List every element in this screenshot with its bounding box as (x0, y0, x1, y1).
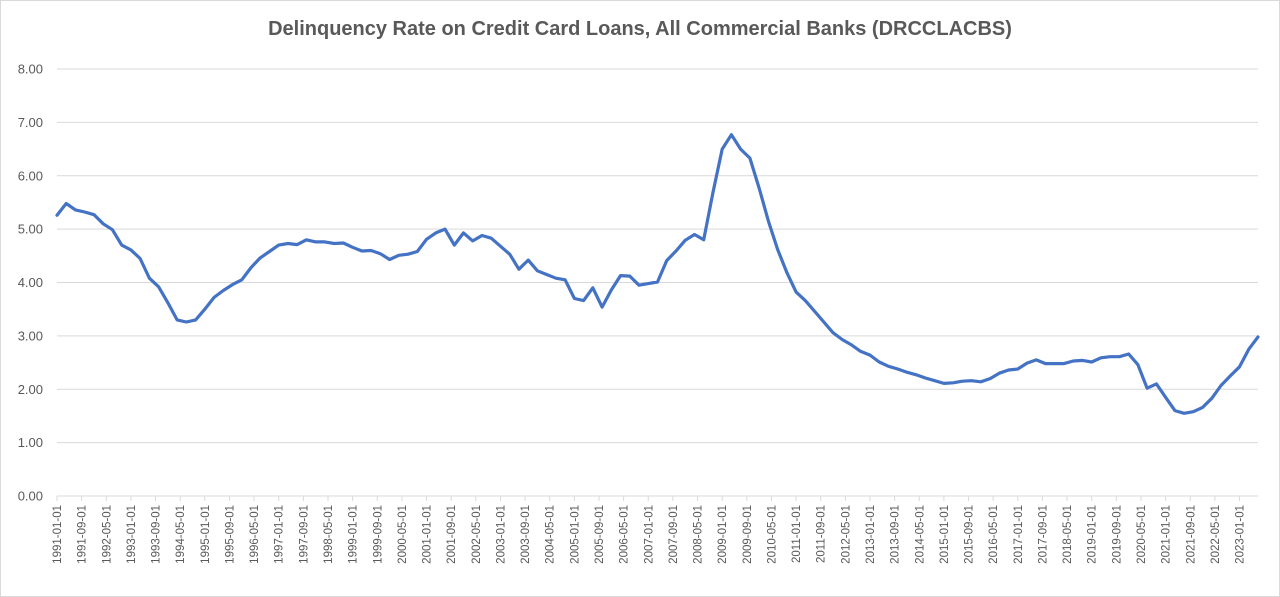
chart-title: Delinquency Rate on Credit Card Loans, A… (268, 18, 1012, 40)
x-tick-label: 2012-05-01 (840, 505, 852, 564)
x-tick-label: 2001-09-01 (446, 505, 458, 564)
x-tick-label: 2013-09-01 (890, 505, 902, 564)
x-tick-label: 2007-01-01 (643, 505, 655, 564)
x-tick-label: 2010-05-01 (766, 505, 778, 564)
y-tick-label: 7.00 (18, 115, 43, 130)
x-tick-label: 2017-09-01 (1037, 505, 1049, 564)
x-tick-label: 2005-09-01 (594, 505, 606, 564)
x-tick-label: 2023-01-01 (1235, 505, 1247, 564)
x-tick-label: 1991-01-01 (52, 505, 64, 564)
x-tick-label: 2009-01-01 (717, 505, 729, 564)
x-tick-label: 2017-01-01 (1013, 505, 1025, 564)
x-tick-label: 2019-09-01 (1111, 505, 1123, 564)
x-tick-label: 1993-01-01 (126, 505, 138, 564)
x-tick-label: 2015-01-01 (939, 505, 951, 564)
x-tick-label: 1992-05-01 (101, 505, 113, 564)
x-tick-label: 2000-05-01 (397, 505, 409, 564)
x-tick-label: 2019-01-01 (1087, 505, 1099, 564)
x-tick-label: 2001-01-01 (422, 505, 434, 564)
x-tick-label: 2002-05-01 (471, 505, 483, 564)
y-axis: 0.00 1.00 2.00 3.00 4.00 5.00 6.00 7.00 8.00 (18, 62, 43, 504)
x-tick-label: 1997-01-01 (274, 505, 286, 564)
x-tick-label: 1999-09-01 (372, 505, 384, 564)
x-tick-label: 2018-05-01 (1062, 505, 1074, 564)
x-tick-label: 2011-01-01 (791, 505, 803, 563)
x-tick-label: 2020-05-01 (1136, 505, 1148, 564)
x-tick-label: 2021-09-01 (1185, 505, 1197, 564)
y-tick-label: 2.00 (18, 382, 43, 397)
x-tick-label: 2015-09-01 (964, 505, 976, 564)
x-tick-label: 1996-05-01 (249, 505, 261, 564)
y-tick-label: 5.00 (18, 222, 43, 237)
delinquency-rate-line (55, 133, 1260, 415)
x-tick-label: 2021-01-01 (1161, 505, 1173, 564)
y-tick-label: 6.00 (18, 168, 43, 183)
x-tick-label: 2003-01-01 (495, 505, 507, 564)
x-tick-label: 2022-05-01 (1210, 505, 1222, 564)
x-axis: 1991-01-01 1991-09-01 1992-05-01 1993-01-01… (52, 496, 1247, 564)
y-tick-label: 0.00 (18, 489, 43, 504)
y-tick-label: 4.00 (18, 275, 43, 290)
x-tick-label: 2006-05-01 (619, 505, 631, 564)
x-tick-label: 2013-01-01 (865, 505, 877, 564)
gridlines (57, 68, 1258, 497)
y-tick-label: 3.00 (18, 328, 43, 343)
x-tick-label: 2016-05-01 (988, 505, 1000, 564)
x-tick-label: 2008-05-01 (693, 505, 705, 564)
x-tick-label: 2007-09-01 (668, 505, 680, 564)
x-tick-label: 2004-05-01 (545, 505, 557, 564)
x-tick-label: 1995-09-01 (224, 505, 236, 564)
x-tick-label: 2011-09-01 (816, 505, 828, 563)
x-tick-label: 1994-05-01 (175, 505, 187, 564)
x-tick-label: 1998-05-01 (323, 505, 335, 564)
x-tick-label: 1993-09-01 (151, 505, 163, 564)
x-tick-label: 2014-05-01 (914, 505, 926, 564)
y-tick-label: 1.00 (18, 435, 43, 450)
y-tick-label: 8.00 (18, 62, 43, 77)
x-tick-label: 1999-01-01 (348, 505, 360, 564)
x-tick-label: 1997-09-01 (298, 505, 310, 564)
x-tick-label: 2003-09-01 (520, 505, 532, 564)
x-tick-label: 1995-01-01 (200, 505, 212, 564)
x-tick-label: 1991-09-01 (77, 505, 89, 564)
x-tick-label: 2009-09-01 (742, 505, 754, 564)
x-tick-label: 2005-01-01 (569, 505, 581, 564)
